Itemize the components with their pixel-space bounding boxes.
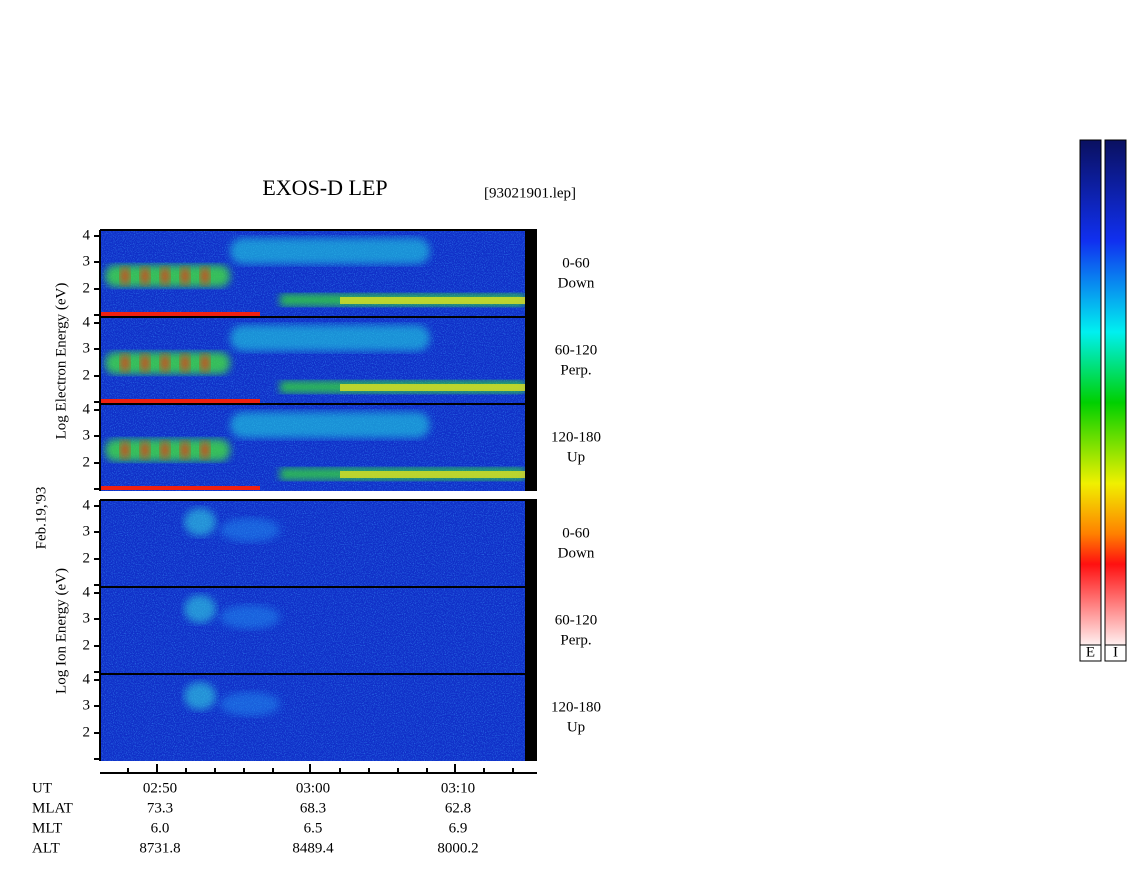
y-axis-label: Log Electron Energy (eV) bbox=[53, 283, 69, 440]
y-tick-label: 3 bbox=[83, 427, 91, 443]
spectrogram-feature bbox=[184, 508, 216, 536]
y-tick-label: 2 bbox=[83, 724, 91, 740]
file-name: [93021901.lep] bbox=[484, 185, 576, 201]
y-tick-label: 3 bbox=[83, 697, 91, 713]
panel-angle: 120-180 bbox=[551, 429, 601, 445]
spectrogram-texture bbox=[100, 587, 525, 674]
spectrogram-edge bbox=[525, 230, 537, 317]
y-tick-label: 3 bbox=[83, 253, 91, 269]
spectrogram-feature bbox=[200, 354, 210, 372]
row-label: UT bbox=[32, 780, 52, 796]
row-label: MLT bbox=[32, 820, 62, 836]
spectrogram-feature bbox=[230, 412, 430, 438]
colorbar-label: I bbox=[1113, 644, 1118, 660]
panel-angle: 0-60 bbox=[562, 525, 590, 541]
y-tick-label: 4 bbox=[83, 401, 91, 417]
spectrogram-feature bbox=[200, 267, 210, 285]
y-tick-label: 2 bbox=[83, 454, 91, 470]
row-value: 6.5 bbox=[304, 820, 323, 836]
spectrogram-texture bbox=[100, 500, 525, 587]
y-tick-label: 3 bbox=[83, 340, 91, 356]
row-value: 03:10 bbox=[441, 780, 475, 796]
row-value: 73.3 bbox=[147, 800, 173, 816]
spectrogram-feature bbox=[230, 325, 430, 351]
spectrogram-feature bbox=[120, 441, 130, 459]
spectrogram-feature bbox=[140, 354, 150, 372]
spectrogram-edge bbox=[525, 587, 537, 674]
y-tick-label: 4 bbox=[83, 314, 91, 330]
spectrogram-feature bbox=[340, 297, 525, 304]
spectrogram-feature bbox=[160, 354, 170, 372]
spectrogram-feature bbox=[220, 518, 280, 542]
y-tick-label: 3 bbox=[83, 610, 91, 626]
y-tick-label: 4 bbox=[83, 584, 91, 600]
spectrogram-feature bbox=[100, 399, 260, 403]
spectrogram-edge bbox=[525, 317, 537, 404]
row-value: 03:00 bbox=[296, 780, 330, 796]
spectrogram-feature bbox=[184, 682, 216, 710]
panel-direction: Down bbox=[558, 545, 595, 561]
y-tick-label: 3 bbox=[83, 523, 91, 539]
panel-angle: 0-60 bbox=[562, 255, 590, 271]
panel-direction: Down bbox=[558, 275, 595, 291]
spectrogram-feature bbox=[230, 238, 430, 264]
panel-direction: Perp. bbox=[560, 362, 591, 378]
panel-angle: 60-120 bbox=[555, 612, 598, 628]
spectrogram-feature bbox=[120, 267, 130, 285]
y-axis-label: Log Ion Energy (eV) bbox=[53, 568, 69, 694]
row-label: MLAT bbox=[32, 800, 73, 816]
spectrogram-edge bbox=[525, 674, 537, 761]
colorbar-label-box bbox=[1104, 644, 1127, 662]
spectrogram-feature bbox=[140, 441, 150, 459]
row-value: 6.0 bbox=[151, 820, 170, 836]
colorbar bbox=[1104, 139, 1127, 646]
spectrogram-feature bbox=[160, 267, 170, 285]
row-value: 8000.2 bbox=[437, 840, 478, 856]
spectrogram-feature bbox=[180, 441, 190, 459]
row-value: 8489.4 bbox=[292, 840, 334, 856]
colorbar bbox=[1079, 139, 1102, 646]
panel-direction: Up bbox=[567, 719, 585, 735]
row-value: 02:50 bbox=[143, 780, 177, 796]
spectrogram-edge bbox=[525, 404, 537, 491]
spectrogram-feature bbox=[180, 267, 190, 285]
y-tick-label: 2 bbox=[83, 550, 91, 566]
spectrogram-feature bbox=[100, 312, 260, 316]
spectrogram-feature bbox=[184, 595, 216, 623]
row-value: 62.8 bbox=[445, 800, 471, 816]
spectrogram-edge bbox=[525, 500, 537, 587]
spectrogram-feature bbox=[100, 486, 260, 490]
panel-angle: 60-120 bbox=[555, 342, 598, 358]
y-tick-label: 2 bbox=[83, 280, 91, 296]
date: Feb.19,'93 bbox=[33, 487, 49, 550]
spectrogram-feature bbox=[160, 441, 170, 459]
y-tick-label: 4 bbox=[83, 227, 91, 243]
spectrogram-feature bbox=[200, 441, 210, 459]
y-tick-label: 2 bbox=[83, 367, 91, 383]
spectrogram-feature bbox=[140, 267, 150, 285]
spectrogram-feature bbox=[120, 354, 130, 372]
colorbar-label: E bbox=[1086, 644, 1095, 660]
panel-angle: 120-180 bbox=[551, 699, 601, 715]
colorbar-label-box bbox=[1079, 644, 1102, 662]
y-tick-label: 4 bbox=[83, 497, 91, 513]
row-value: 6.9 bbox=[449, 820, 468, 836]
spectrogram-feature bbox=[220, 692, 280, 716]
y-tick-label: 4 bbox=[83, 671, 91, 687]
title: EXOS-D LEP bbox=[262, 175, 387, 200]
spectrogram-feature bbox=[220, 605, 280, 629]
spectrogram-texture bbox=[100, 674, 525, 761]
panel-direction: Up bbox=[567, 449, 585, 465]
y-tick-label: 2 bbox=[83, 637, 91, 653]
spectrogram-feature bbox=[180, 354, 190, 372]
row-value: 8731.8 bbox=[139, 840, 180, 856]
spectrogram-feature bbox=[340, 384, 525, 391]
row-value: 68.3 bbox=[300, 800, 326, 816]
panel-direction: Perp. bbox=[560, 632, 591, 648]
spectrogram-feature bbox=[340, 471, 525, 478]
row-label: ALT bbox=[32, 840, 60, 856]
